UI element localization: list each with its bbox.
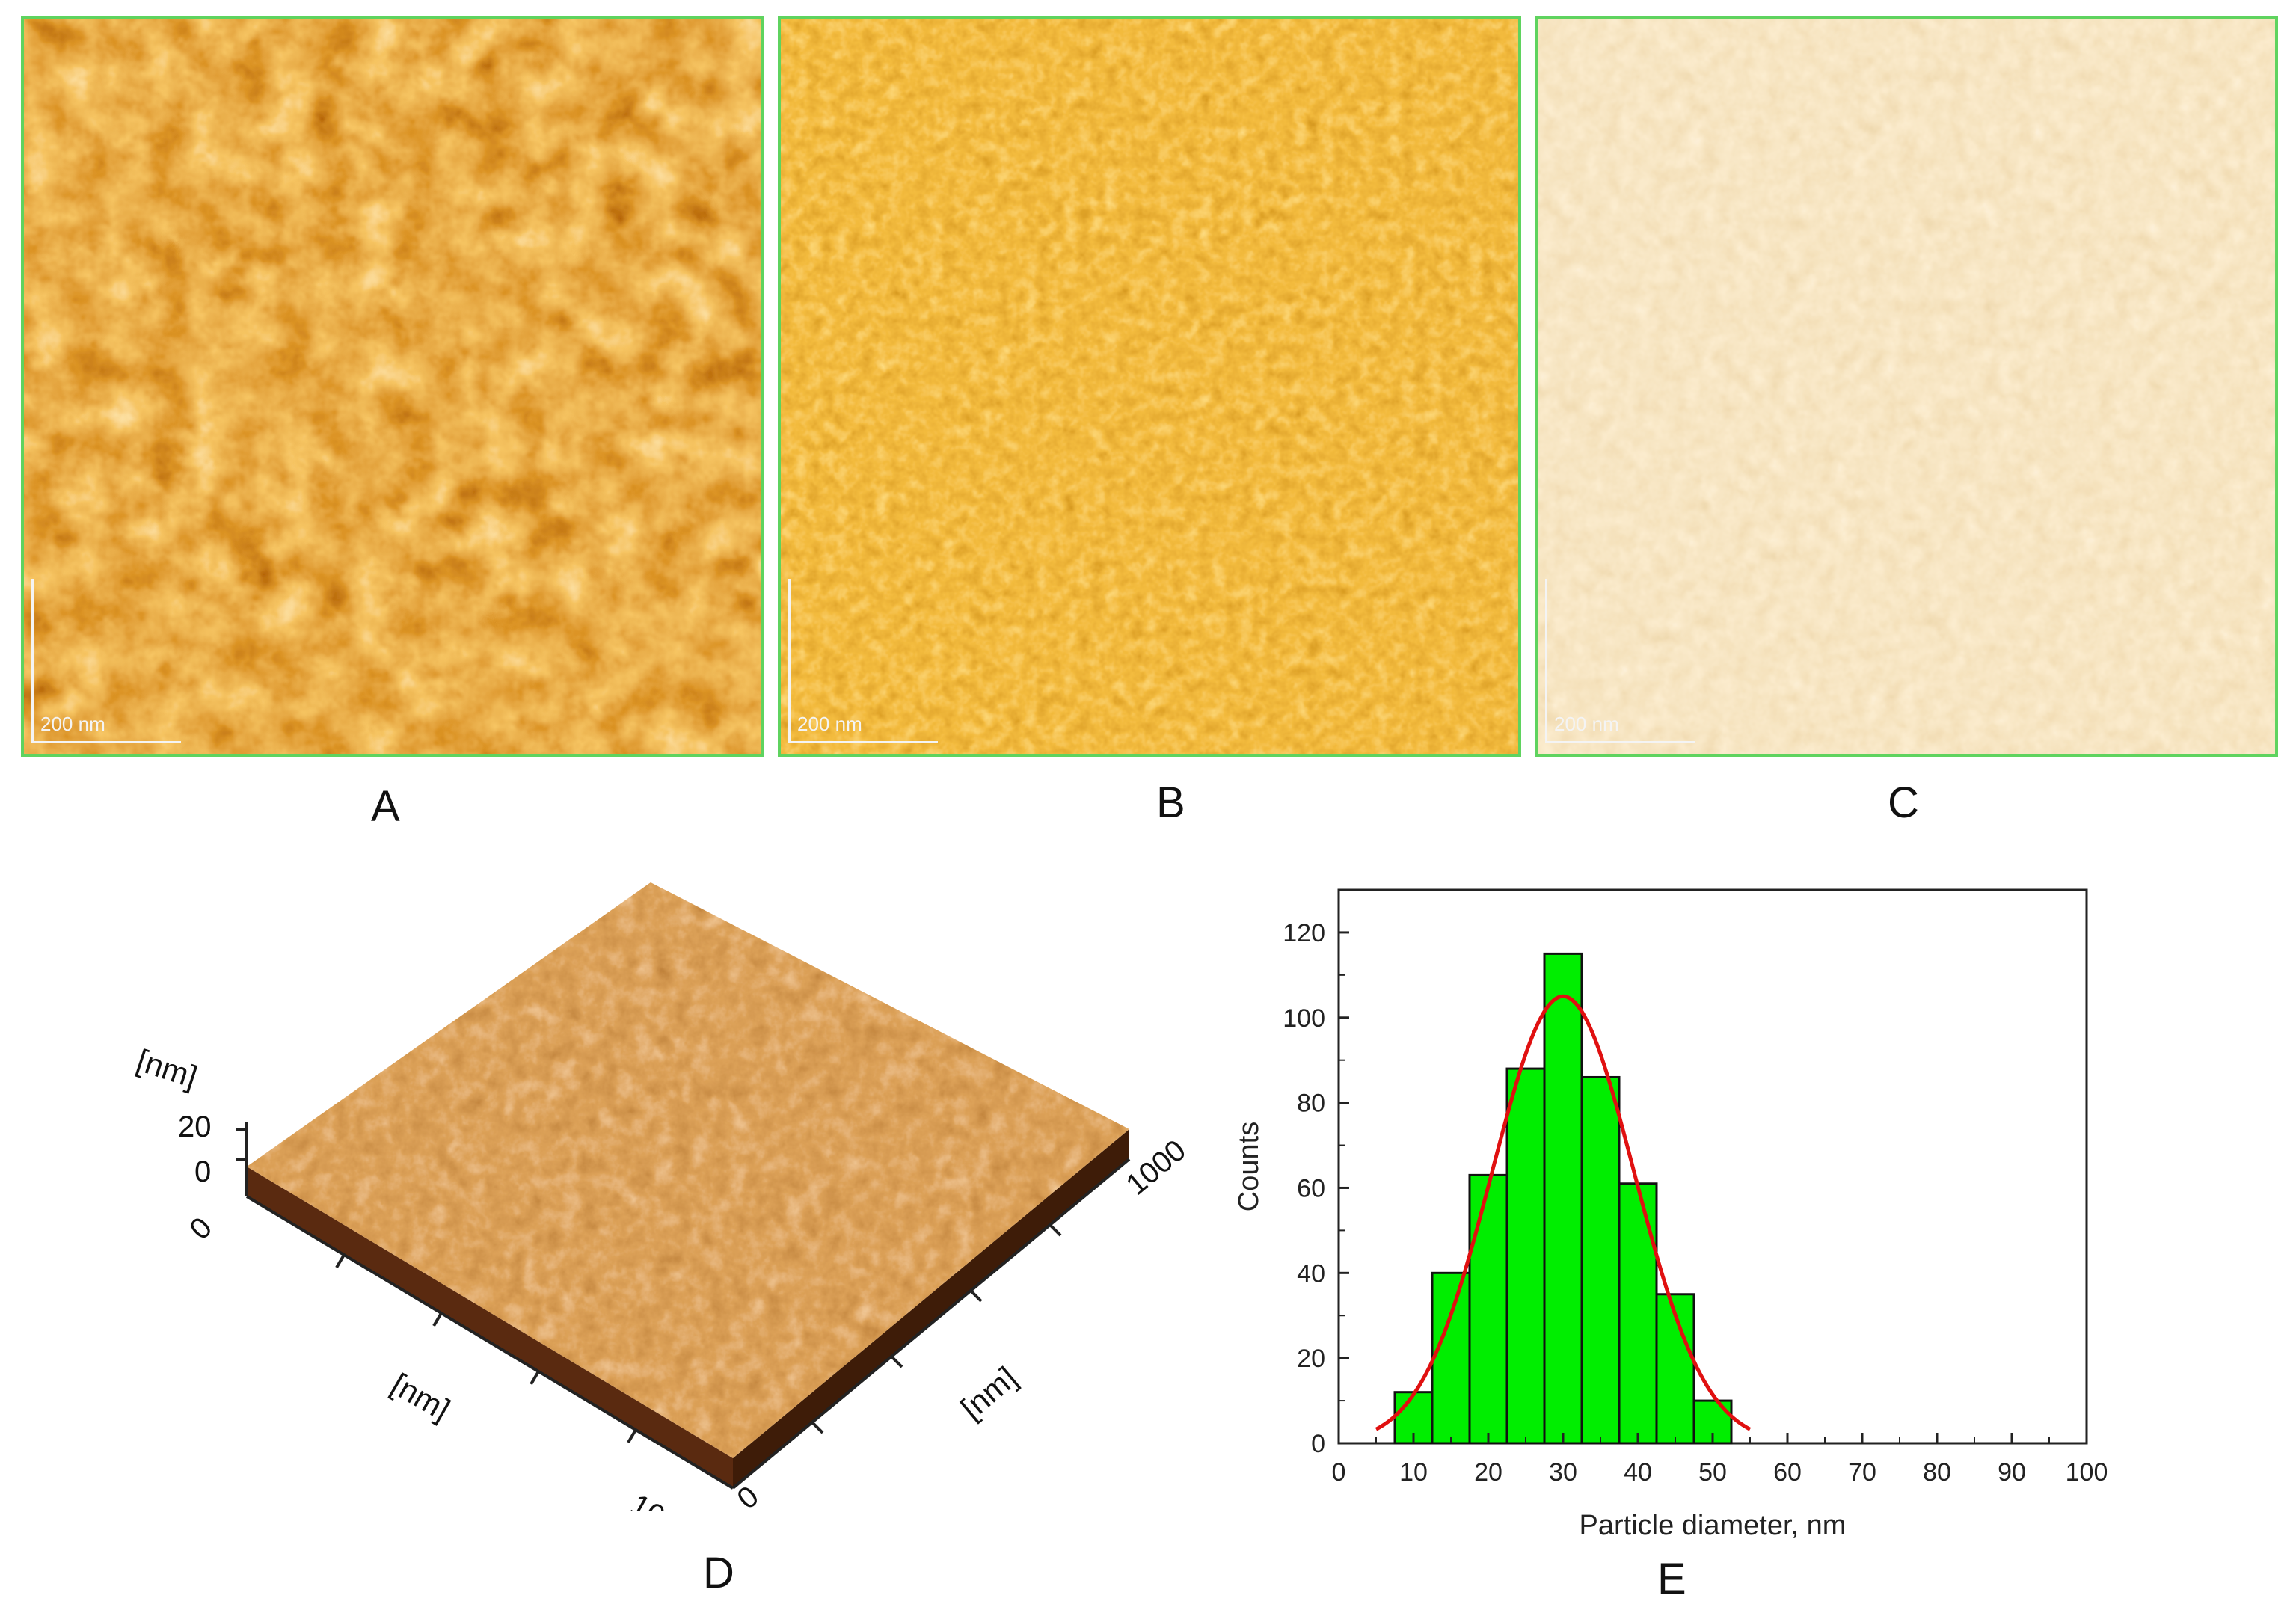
surface-front-left-wall <box>247 1167 733 1488</box>
afm-height-texture-a <box>24 19 761 754</box>
histogram-bar-35 <box>1580 1075 1621 1445</box>
afm-height-image-a: 200 nm <box>21 16 764 757</box>
z-tick-20: 20 <box>178 1110 212 1143</box>
histogram-bar-40 <box>1618 1182 1658 1445</box>
y-tick-1000: 1000 <box>1120 1134 1192 1202</box>
x-tick-label: 80 <box>1923 1458 1951 1487</box>
histogram-bar-25 <box>1505 1067 1546 1445</box>
panel-label-c: C <box>1888 778 1919 827</box>
panel-label-a: A <box>371 782 400 831</box>
afm-3d-surface-svg: [nm] 20 0 0 [nm] 1000 0 [nm] 1000 <box>132 882 1192 1549</box>
afm-phase-image-b: 200 nm <box>778 16 1521 757</box>
panel-label-d: D <box>703 1549 734 1597</box>
panel-label-e: E <box>1657 1555 1686 1603</box>
scale-bar-label-a: 200 nm <box>40 713 105 735</box>
x-tick-label: 100 <box>2066 1458 2108 1487</box>
x-tick-label: 10 <box>1399 1458 1428 1487</box>
afm-amplitude-image-c: 200 nm <box>1535 16 2278 757</box>
surface-front-right-wall <box>733 1129 1129 1488</box>
x-tick-label: 30 <box>1549 1458 1577 1487</box>
y-tick-label: 20 <box>1297 1345 1325 1373</box>
z-axis-unit: [nm] <box>132 1042 201 1095</box>
y-tick-label: 0 <box>1311 1430 1325 1458</box>
x-tick-label: 20 <box>1474 1458 1502 1487</box>
scale-bar-a: 200 nm <box>31 579 181 743</box>
x-axis-unit: [nm] <box>386 1366 456 1428</box>
gaussian-fit-curve <box>1375 994 1752 1431</box>
scale-bar-label-b: 200 nm <box>797 713 862 735</box>
z-tick-0: 0 <box>194 1155 211 1188</box>
x-tick-label: 60 <box>1773 1458 1802 1487</box>
afm-3d-surface-d: [nm] 20 0 0 [nm] 1000 0 [nm] 1000 <box>112 838 1219 1549</box>
histogram-bar-15 <box>1431 1271 1471 1445</box>
y-tick-label: 60 <box>1297 1174 1325 1202</box>
y-axis-unit: [nm] <box>954 1359 1024 1426</box>
y-axis-label: Counts <box>1233 1122 1265 1211</box>
scale-bar-label-c: 200 nm <box>1554 713 1619 735</box>
x-axis-label: Particle diameter, nm <box>1580 1510 1847 1541</box>
y-tick-label: 120 <box>1283 919 1325 947</box>
scale-bar-c: 200 nm <box>1545 579 1695 743</box>
afm-phase-texture-b <box>781 19 1518 754</box>
x-tick-label: 40 <box>1624 1458 1652 1487</box>
x-tick-1000: 1000 <box>625 1488 699 1511</box>
y-tick-label: 40 <box>1297 1259 1325 1288</box>
x-tick-label: 70 <box>1848 1458 1876 1487</box>
scale-bar-b: 200 nm <box>788 579 938 743</box>
x-tick-label: 50 <box>1698 1458 1727 1487</box>
histogram-bar-20 <box>1468 1173 1508 1445</box>
particle-size-histogram: 0 10 20 30 40 50 60 70 80 90 100 0 20 40 60 80 100 120 P… <box>1227 867 2124 1555</box>
y-tick-label: 80 <box>1297 1090 1325 1118</box>
panel-label-b: B <box>1156 778 1185 827</box>
histogram-bar-30 <box>1543 952 1583 1445</box>
x-tick-0: 0 <box>183 1211 218 1247</box>
histogram-svg: 0 10 20 30 40 50 60 70 80 90 100 0 20 40 60 80 100 120 P… <box>1233 888 2108 1541</box>
y-tick-label: 100 <box>1283 1004 1325 1033</box>
afm-amplitude-texture-c <box>1538 19 2275 754</box>
x-tick-label: 90 <box>1998 1458 2026 1487</box>
x-tick-label: 0 <box>1332 1458 1346 1487</box>
